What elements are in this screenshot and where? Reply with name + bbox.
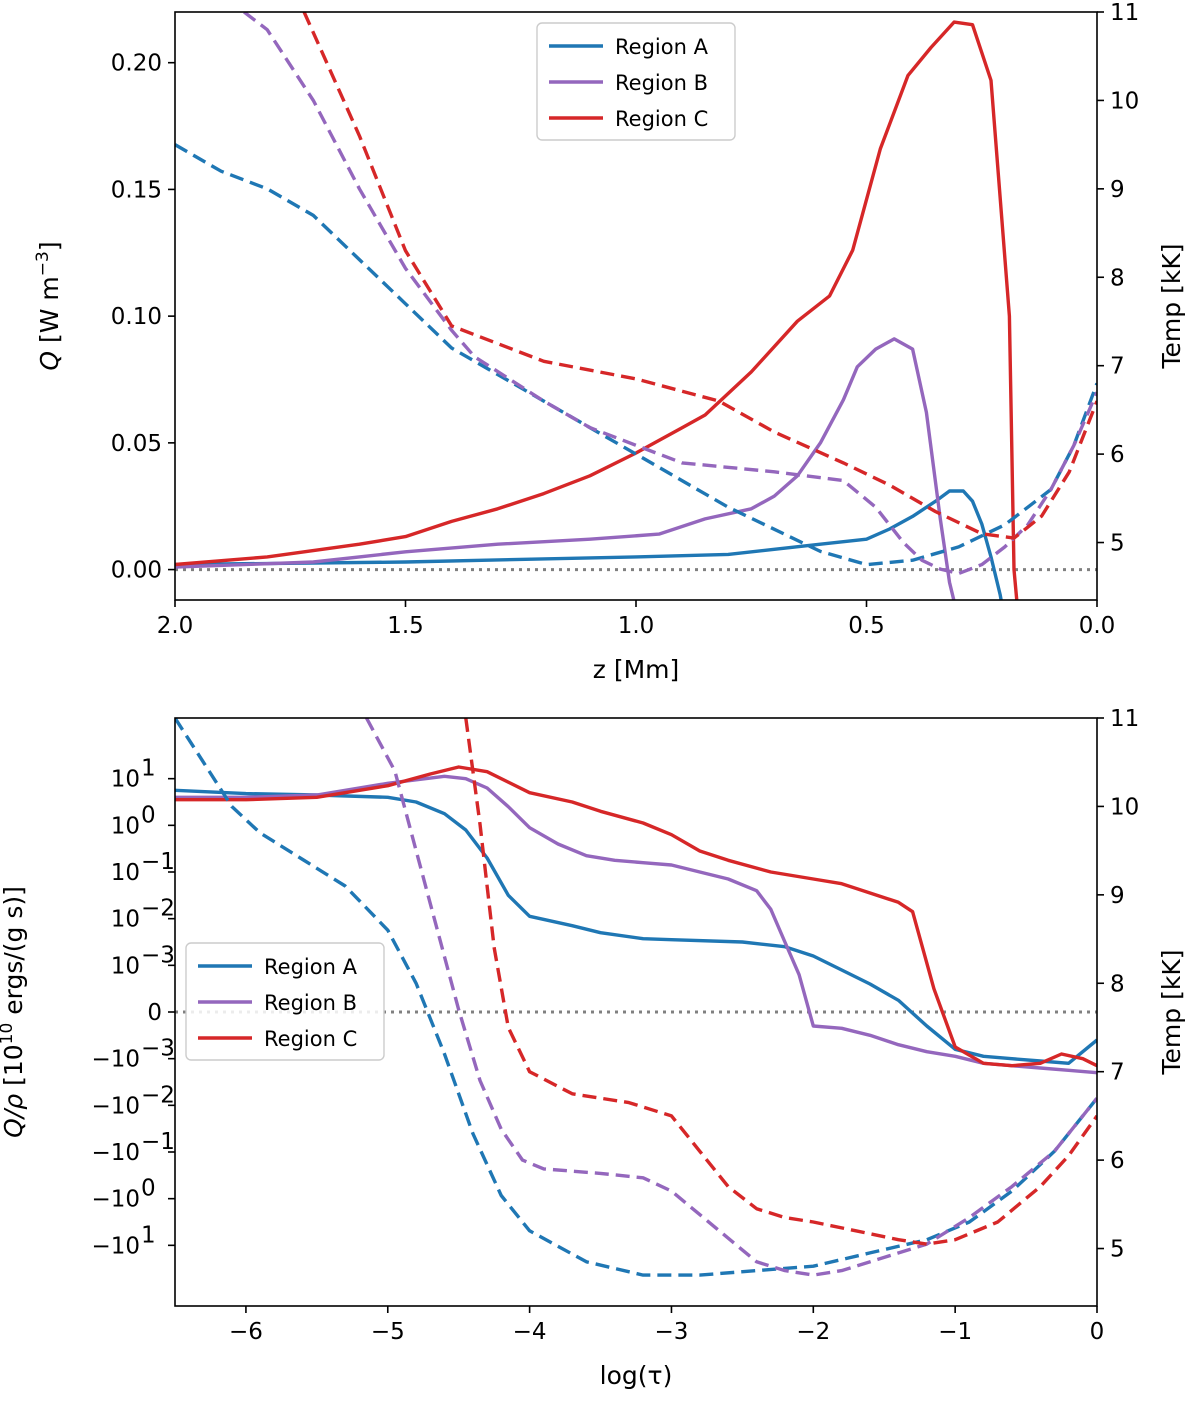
series-line-region-c-q	[175, 20, 1019, 600]
y2-tick-label: 9	[1110, 883, 1125, 909]
series-line-region-c-q	[175, 765, 1097, 1068]
y-tick-label: −10	[91, 1187, 140, 1213]
series-line-region-b-q	[175, 337, 956, 600]
series-line-region-a-q	[175, 489, 1003, 600]
y-tick-label: 0.10	[111, 304, 162, 330]
y2-tick-label: 8	[1110, 971, 1125, 997]
series-line-region-a-q	[175, 788, 1097, 1066]
y-tick-exponent: 1	[141, 756, 156, 782]
y2-tick-label: 7	[1110, 354, 1125, 380]
y-tick-label: 10	[111, 767, 140, 793]
chart-top: 2.0 1.5 1.0 0.5 0.0 z [Mm] 0.00 0.05 0.10 0.15 0.2…	[33, 0, 1186, 684]
y2-tick-label: 5	[1110, 531, 1125, 557]
legend-label-region-a: Region A	[615, 35, 709, 59]
y2-axis-label-group: Temp [kK]	[1157, 950, 1186, 1076]
y-axis-label: Q [W m−3]	[33, 241, 64, 370]
y-tick-exponent: −3	[141, 1036, 175, 1062]
plot-area	[175, 12, 1097, 600]
y2-tick-label: 10	[1110, 88, 1139, 114]
y2-tick-label: 7	[1110, 1060, 1125, 1086]
y-axis-label-group: Q/ρ [1010 ergs/(g s)]	[0, 886, 28, 1138]
legend-label-region-b: Region B	[615, 71, 708, 95]
y-axis-label: Q/ρ [1010 ergs/(g s)]	[0, 886, 28, 1138]
legend-box	[185, 942, 385, 1061]
y-tick-exponent: −2	[141, 1082, 175, 1108]
x-tick-label: 0.0	[1079, 613, 1116, 639]
series-line-region-b-temp	[365, 718, 1097, 1277]
y-tick-label: −10	[91, 1140, 140, 1166]
legend-label-region-c: Region C	[615, 107, 708, 131]
y-tick-exponent: 0	[141, 802, 156, 828]
y-tick-label: −10	[91, 1047, 140, 1073]
legend-label-region-c: Region C	[264, 1027, 357, 1051]
legend-label-region-b: Region B	[264, 991, 357, 1015]
series-line-region-b-q	[175, 774, 1097, 1075]
x-tick-label: 2.0	[157, 613, 194, 639]
x-tick-label: 0.5	[848, 613, 885, 639]
series-line-region-c-temp	[464, 718, 1097, 1246]
y2-axis-label: Temp [kK]	[1157, 950, 1186, 1076]
legend: Region A Region B Region C	[536, 22, 736, 141]
x-tick-label: 1.0	[618, 613, 655, 639]
legend-label-region-a: Region A	[264, 955, 358, 979]
x-tick-label: −4	[513, 1319, 547, 1345]
x-axis-label: z [Mm]	[593, 655, 680, 684]
x-tick-label: −6	[229, 1319, 263, 1345]
y2-tick-label: 6	[1110, 442, 1125, 468]
y-tick-label: −10	[91, 1233, 140, 1259]
x-axis-label: log(τ)	[600, 1361, 673, 1390]
y2-tick-label: 8	[1110, 265, 1125, 291]
y-tick-label: 10	[111, 860, 140, 886]
series-line-region-a-temp	[175, 718, 1097, 1277]
y2-tick-label: 10	[1110, 794, 1139, 820]
y-tick-label: 10	[111, 813, 140, 839]
y2-tick-label: 5	[1110, 1237, 1125, 1263]
y-tick-exponent: −2	[141, 896, 175, 922]
series-line-region-c-temp	[302, 12, 1097, 540]
y2-tick-label: 9	[1110, 177, 1125, 203]
series-line-region-b-temp	[243, 12, 1097, 576]
y-tick-label: 10	[111, 953, 140, 979]
x-tick-label: −3	[655, 1319, 689, 1345]
y-tick-label: 0	[147, 1000, 162, 1026]
x-tick-label: −2	[796, 1319, 830, 1345]
y-tick-label: 10	[111, 907, 140, 933]
x-tick-label: 0	[1090, 1319, 1105, 1345]
y-axis-label-group: Q [W m−3]	[33, 241, 64, 370]
y2-axis-label: Temp [kK]	[1157, 244, 1186, 370]
y2-axis-label-group: Temp [kK]	[1157, 244, 1186, 370]
legend: Region A Region B Region C	[185, 942, 385, 1061]
x-tick-label: −1	[938, 1319, 972, 1345]
y-tick-label: −10	[91, 1093, 140, 1119]
y2-tick-label: 11	[1110, 706, 1139, 732]
y2-tick-label: 6	[1110, 1148, 1125, 1174]
y-tick-label: 0.20	[111, 51, 162, 77]
y-tick-exponent: 1	[141, 1222, 156, 1248]
y-tick-exponent: −1	[141, 849, 175, 875]
y-tick-exponent: −1	[141, 1129, 175, 1155]
plot-area	[175, 718, 1097, 1277]
y2-tick-label: 11	[1110, 0, 1139, 26]
legend-box	[536, 22, 736, 141]
y-tick-exponent: 0	[141, 1176, 156, 1202]
y-tick-label: 0.15	[111, 177, 162, 203]
y-tick-exponent: −3	[141, 942, 175, 968]
y-tick-label: 0.05	[111, 431, 162, 457]
x-tick-label: −5	[371, 1319, 405, 1345]
x-tick-label: 1.5	[387, 613, 424, 639]
series-line-region-a-temp	[175, 143, 1097, 567]
y-tick-label: 0.00	[111, 558, 162, 584]
